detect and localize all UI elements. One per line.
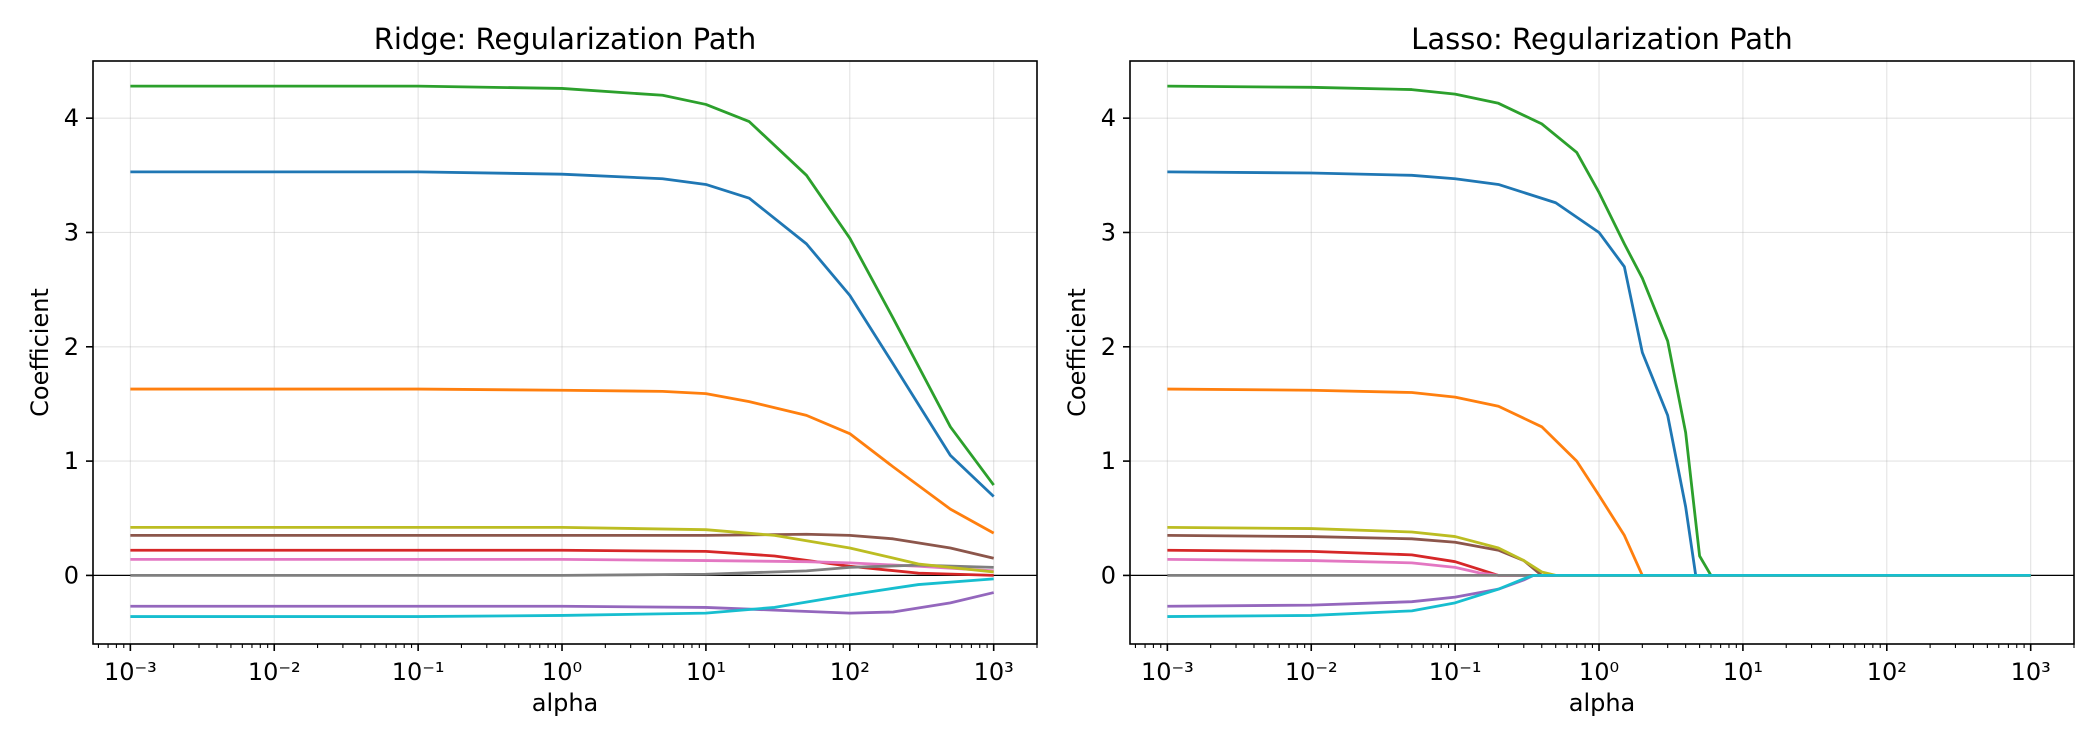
x-axis-label: alpha bbox=[532, 689, 599, 717]
plot-frame bbox=[92, 60, 1038, 645]
series-line-10 bbox=[130, 577, 994, 618]
series-line-1 bbox=[130, 170, 995, 498]
x-tick-label: 10¹ bbox=[1723, 658, 1763, 686]
x-tick-label: 10⁻³ bbox=[1141, 658, 1194, 686]
series-line-2 bbox=[130, 387, 995, 535]
y-tick-label: 1 bbox=[64, 447, 79, 475]
y-tick-label: 4 bbox=[64, 104, 79, 132]
series-line-2 bbox=[1167, 387, 2031, 577]
y-axis-label: Coefficient bbox=[1063, 288, 1091, 417]
series-line-4 bbox=[130, 548, 994, 577]
x-tick-label: 10⁻³ bbox=[104, 658, 157, 686]
x-tick-label: 10⁻² bbox=[1285, 658, 1338, 686]
plot-frame bbox=[1129, 60, 2075, 645]
series-line-6 bbox=[1167, 534, 2031, 577]
series-line-3 bbox=[1167, 84, 2031, 577]
series-line-3 bbox=[130, 84, 995, 486]
x-tick-label: 10³ bbox=[2011, 658, 2051, 686]
x-tick-label: 10⁻² bbox=[248, 658, 301, 686]
y-tick-label: 3 bbox=[64, 218, 79, 246]
x-tick-label: 10⁻¹ bbox=[392, 658, 445, 686]
y-tick-label: 3 bbox=[1101, 218, 1116, 246]
x-axis-label: alpha bbox=[1569, 689, 1636, 717]
chart-panel-2: 10⁻³ 10⁻² 10⁻¹ 10⁰ 10¹ 10² 10³ 0 1 2 3 4 Lasso: Regu… bbox=[1063, 22, 2075, 717]
y-tick-label: 2 bbox=[1101, 333, 1116, 361]
series-line-10 bbox=[1167, 574, 2031, 618]
series-line-9 bbox=[130, 526, 994, 574]
chart-title: Lasso: Regularization Path bbox=[1411, 22, 1793, 56]
x-tick-label: 10⁰ bbox=[542, 658, 582, 686]
y-tick-label: 2 bbox=[64, 333, 79, 361]
y-tick-label: 4 bbox=[1101, 104, 1116, 132]
series-line-5 bbox=[130, 591, 995, 615]
series-group bbox=[1167, 84, 2031, 618]
x-tick-label: 10² bbox=[830, 658, 870, 686]
y-tick-label: 0 bbox=[64, 561, 79, 589]
x-tick-label: 10⁻¹ bbox=[1429, 658, 1482, 686]
x-tick-label: 10⁰ bbox=[1579, 658, 1619, 686]
x-tick-label: 10² bbox=[1867, 658, 1907, 686]
series-line-1 bbox=[1167, 170, 2031, 577]
series-line-6 bbox=[130, 532, 995, 560]
y-tick-label: 0 bbox=[1101, 561, 1116, 589]
series-group bbox=[130, 84, 995, 618]
chart-title: Ridge: Regularization Path bbox=[374, 22, 757, 56]
x-tick-label: 10¹ bbox=[686, 658, 726, 686]
y-axis-label: Coefficient bbox=[26, 288, 54, 417]
x-tick-label: 10³ bbox=[974, 658, 1014, 686]
y-tick-label: 1 bbox=[1101, 447, 1116, 475]
chart-panel-1: 10⁻³ 10⁻² 10⁻¹ 10⁰ 10¹ 10² 10³ 0 1 2 3 4 Ridge: Regu… bbox=[26, 22, 1038, 717]
